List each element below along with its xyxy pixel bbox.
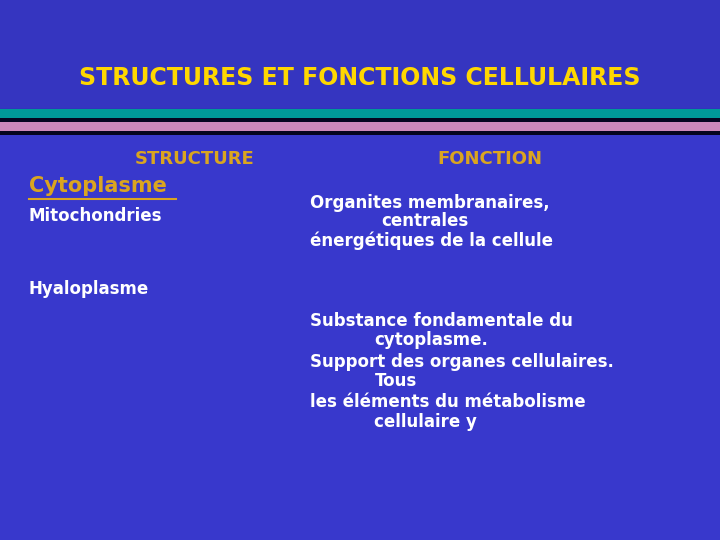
Text: centrales: centrales	[382, 212, 469, 231]
Text: Substance fondamentale du: Substance fondamentale du	[310, 312, 572, 330]
Text: Organites membranaires,: Organites membranaires,	[310, 193, 549, 212]
Text: Hyaloplasme: Hyaloplasme	[29, 280, 149, 298]
Bar	[0, 0, 720, 108]
Text: FONCTION: FONCTION	[437, 150, 542, 168]
Text: les éléments du métabolisme: les éléments du métabolisme	[310, 393, 585, 411]
Text: cytoplasme.: cytoplasme.	[374, 331, 488, 349]
Bar	[0, 131, 720, 135]
Text: Cytoplasme: Cytoplasme	[29, 176, 166, 197]
Bar	[0, 118, 720, 122]
Text: Support des organes cellulaires.: Support des organes cellulaires.	[310, 353, 613, 371]
Text: Mitochondries: Mitochondries	[29, 207, 162, 225]
Bar	[0, 122, 720, 131]
Bar	[0, 135, 720, 540]
Text: STRUCTURES ET FONCTIONS CELLULAIRES: STRUCTURES ET FONCTIONS CELLULAIRES	[79, 66, 641, 90]
Bar	[0, 109, 720, 118]
Text: STRUCTURE: STRUCTURE	[135, 150, 254, 168]
Text: énergétiques de la cellule: énergétiques de la cellule	[310, 231, 553, 249]
Text: cellulaire y: cellulaire y	[374, 413, 477, 431]
Text: Tous: Tous	[374, 372, 417, 390]
